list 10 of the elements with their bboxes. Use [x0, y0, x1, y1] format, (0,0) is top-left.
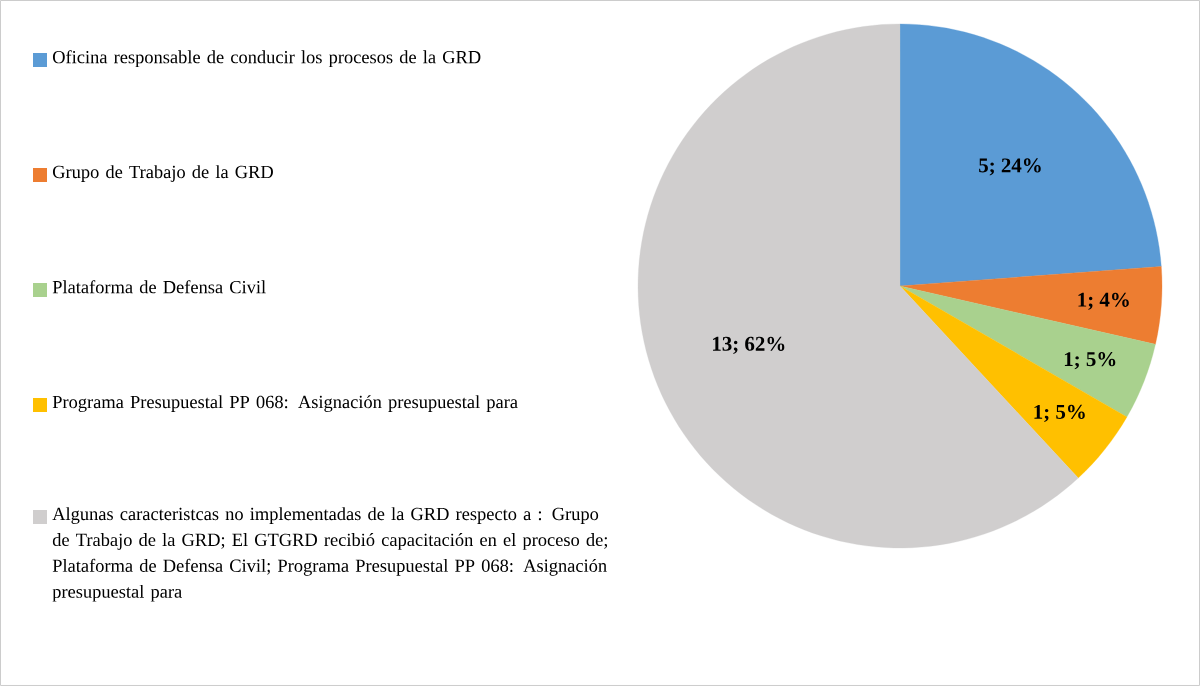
data-label: 1; 4%	[1078, 292, 1129, 310]
data-label: 13; 62%	[713, 336, 785, 354]
legend-label: Grupo de Trabajo de la GRD	[52, 165, 273, 182]
legend-label: Algunas caracteristcas no implementadas de la GRD respecto a : Grupo de Trabajo de la GRD; El GTGRD recibió capacitación en el proceso de; Plataforma de Defensa Civil; Programa Presupuestal PP 068: Asignación presupuestal para	[52, 507, 608, 602]
data-label: 1; 5%	[1034, 404, 1085, 422]
legend-label: Oficina responsable de conducir los procesos de la GRD	[52, 50, 481, 68]
data-label: 5; 24%	[979, 158, 1041, 176]
data-label: 1; 5%	[1064, 352, 1116, 370]
legend-label: Programa Presupuestal PP 068: Asignación presupuestal para	[52, 395, 518, 412]
legend-label: Plataforma de Defensa Civil	[52, 280, 266, 294]
